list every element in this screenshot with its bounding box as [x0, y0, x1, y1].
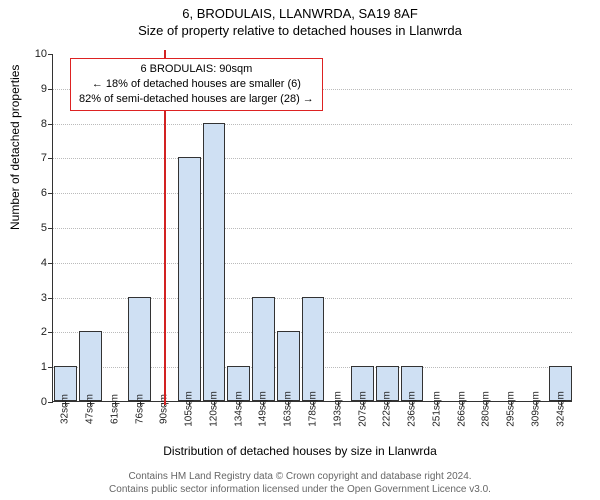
footer-attribution: Contains HM Land Registry data © Crown c…	[0, 471, 600, 496]
x-tick-label: 324sqm	[555, 391, 566, 427]
histogram-bar	[128, 297, 151, 401]
histogram-chart: 01234567891032sqm47sqm61sqm76sqm90sqm105…	[52, 54, 572, 402]
gridline	[53, 158, 572, 159]
histogram-bar	[203, 123, 226, 401]
histogram-bar	[252, 297, 275, 401]
x-tick-label: 309sqm	[530, 391, 541, 427]
info-line-3: 82% of semi-detached houses are larger (…	[79, 92, 314, 107]
y-tick-mark	[48, 124, 53, 125]
x-tick-label: 105sqm	[184, 391, 195, 427]
x-tick-label: 207sqm	[357, 391, 368, 427]
x-tick-label: 266sqm	[456, 391, 467, 427]
y-tick-mark	[48, 193, 53, 194]
footer-line-1: Contains HM Land Registry data © Crown c…	[0, 471, 600, 484]
info-line-1: 6 BRODULAIS: 90sqm	[79, 62, 314, 77]
histogram-bar	[302, 297, 325, 401]
x-tick-label: 61sqm	[109, 394, 120, 424]
y-axis-label: Number of detached properties	[8, 65, 22, 230]
info-line-2: ← 18% of detached houses are smaller (6)	[79, 77, 314, 92]
x-tick-label: 295sqm	[506, 391, 517, 427]
y-tick-mark	[48, 298, 53, 299]
y-tick-mark	[48, 89, 53, 90]
x-tick-label: 251sqm	[431, 391, 442, 427]
x-axis-label: Distribution of detached houses by size …	[0, 444, 600, 458]
y-tick-mark	[48, 402, 53, 403]
x-tick-label: 32sqm	[60, 394, 71, 424]
gridline	[53, 193, 572, 194]
y-tick-mark	[48, 367, 53, 368]
footer-line-2: Contains public sector information licen…	[0, 484, 600, 497]
y-tick-mark	[48, 54, 53, 55]
x-tick-label: 134sqm	[233, 391, 244, 427]
x-tick-label: 178sqm	[308, 391, 319, 427]
x-tick-label: 120sqm	[208, 391, 219, 427]
x-tick-label: 193sqm	[332, 391, 343, 427]
y-tick-mark	[48, 228, 53, 229]
x-tick-label: 280sqm	[481, 391, 492, 427]
gridline	[53, 228, 572, 229]
page-title: 6, BRODULAIS, LLANWRDA, SA19 8AF	[0, 6, 600, 21]
x-tick-label: 222sqm	[382, 391, 393, 427]
page-subtitle: Size of property relative to detached ho…	[0, 23, 600, 38]
info-box: 6 BRODULAIS: 90sqm ← 18% of detached hou…	[70, 58, 323, 111]
y-tick-mark	[48, 158, 53, 159]
x-tick-label: 149sqm	[258, 391, 269, 427]
x-tick-label: 47sqm	[85, 394, 96, 424]
histogram-bar	[178, 157, 201, 401]
gridline	[53, 124, 572, 125]
x-tick-label: 76sqm	[134, 394, 145, 424]
x-tick-label: 163sqm	[283, 391, 294, 427]
y-tick-mark	[48, 332, 53, 333]
histogram-bar	[79, 331, 102, 401]
x-tick-label: 236sqm	[407, 391, 418, 427]
y-tick-mark	[48, 263, 53, 264]
gridline	[53, 263, 572, 264]
